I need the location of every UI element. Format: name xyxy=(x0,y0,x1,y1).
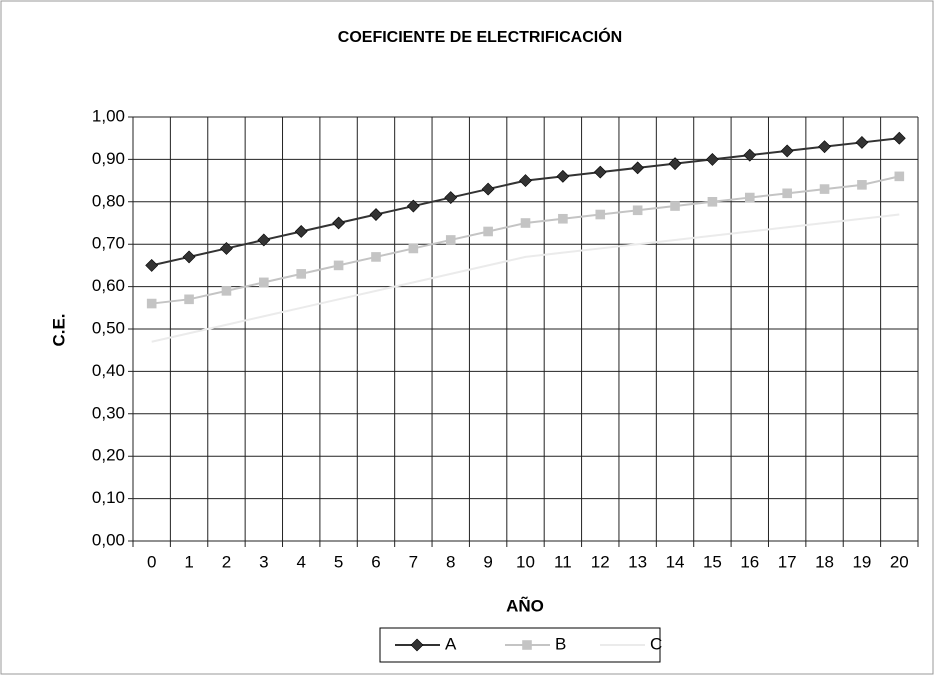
marker xyxy=(668,157,682,171)
series-line xyxy=(151,213,900,343)
y-tick-label: 0,80 xyxy=(92,191,125,210)
marker xyxy=(406,199,420,213)
marker xyxy=(294,225,308,238)
x-tick-label: 2 xyxy=(222,552,231,571)
marker xyxy=(819,184,830,194)
x-tick-label: 0 xyxy=(147,552,156,571)
x-tick-label: 8 xyxy=(446,552,455,571)
y-tick-label: 0,70 xyxy=(92,234,125,253)
marker xyxy=(371,252,381,262)
marker xyxy=(296,269,307,279)
marker xyxy=(333,260,344,271)
y-tick-label: 1,00 xyxy=(92,106,125,125)
marker xyxy=(593,165,607,179)
marker xyxy=(595,209,606,220)
marker xyxy=(369,208,383,221)
marker xyxy=(145,258,159,272)
x-tick-label: 13 xyxy=(628,552,647,571)
marker xyxy=(780,144,794,158)
marker xyxy=(558,213,568,224)
x-tick-label: 10 xyxy=(516,552,535,571)
y-tick-label: 0,10 xyxy=(92,488,125,507)
x-tick-label: 20 xyxy=(890,552,909,571)
y-tick-label: 0,30 xyxy=(92,403,125,422)
marker xyxy=(892,131,906,145)
x-tick-label: 1 xyxy=(184,552,193,571)
marker xyxy=(857,180,867,190)
marker xyxy=(782,188,792,199)
x-tick-label: 3 xyxy=(259,552,268,571)
x-tick-label: 14 xyxy=(666,552,685,571)
x-tick-label: 19 xyxy=(852,552,871,571)
x-tick-label: 11 xyxy=(554,552,572,571)
x-tick-label: 5 xyxy=(334,552,343,571)
marker xyxy=(670,201,680,211)
marker xyxy=(631,161,645,175)
marker xyxy=(855,136,869,149)
x-tick-label: 12 xyxy=(591,552,610,571)
marker xyxy=(818,140,831,154)
x-tick-label: 4 xyxy=(296,552,305,571)
marker xyxy=(182,250,196,264)
marker xyxy=(444,191,458,204)
marker xyxy=(410,638,424,652)
marker xyxy=(632,205,643,216)
marker xyxy=(184,294,194,305)
marker xyxy=(520,218,531,228)
marker xyxy=(146,298,157,309)
y-axis-label: C.E. xyxy=(49,313,68,346)
x-axis-label: AÑO xyxy=(506,595,544,615)
marker xyxy=(408,243,419,254)
marker xyxy=(707,197,718,207)
x-tick-label: 16 xyxy=(740,552,759,571)
y-tick-label: 0,50 xyxy=(92,318,125,337)
y-tick-label: 0,40 xyxy=(92,361,125,380)
x-tick-label: 17 xyxy=(778,552,797,571)
chart-title: COEFICIENTE DE ELECTRIFICACIÓN xyxy=(338,27,622,46)
y-tick-label: 0,90 xyxy=(92,149,125,168)
legend-label: A xyxy=(445,634,457,653)
marker xyxy=(744,192,755,203)
y-tick-label: 0,20 xyxy=(92,446,125,465)
x-tick-label: 7 xyxy=(409,552,418,571)
marker xyxy=(894,171,905,182)
marker xyxy=(519,174,532,188)
y-tick-label: 0,00 xyxy=(92,530,125,549)
marker xyxy=(743,148,757,162)
marker xyxy=(221,286,232,296)
marker xyxy=(483,226,493,237)
marker xyxy=(220,242,233,255)
y-tick-label: 0,60 xyxy=(92,276,125,295)
legend-label: B xyxy=(555,634,566,653)
marker xyxy=(556,169,570,183)
marker xyxy=(259,277,269,288)
legend-label: C xyxy=(650,634,662,653)
marker xyxy=(481,182,495,196)
x-tick-label: 15 xyxy=(703,552,722,571)
marker xyxy=(522,640,532,650)
marker xyxy=(705,152,719,166)
x-tick-label: 9 xyxy=(483,552,492,571)
x-tick-label: 18 xyxy=(815,552,834,571)
marker xyxy=(332,216,346,230)
marker xyxy=(257,233,271,247)
x-tick-label: 6 xyxy=(371,552,380,571)
marker xyxy=(445,235,456,245)
